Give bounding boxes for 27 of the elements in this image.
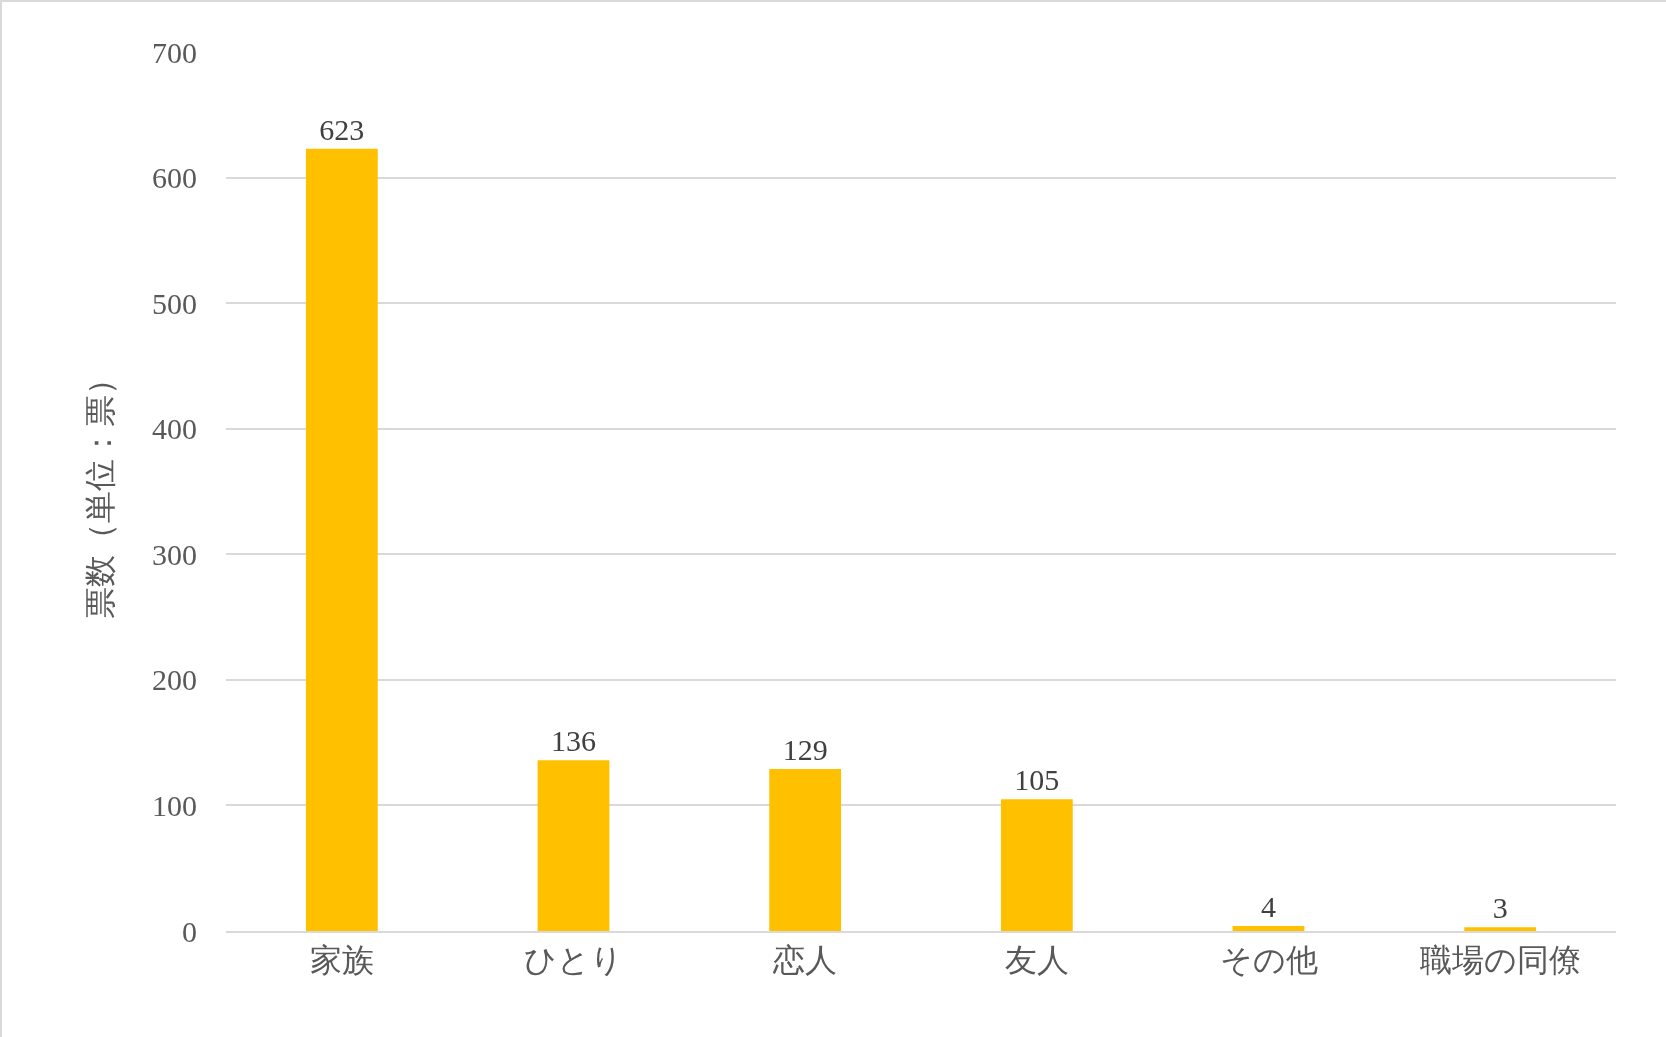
y-tick-label: 0 xyxy=(182,914,197,948)
bar xyxy=(1000,799,1073,931)
y-tick-label: 500 xyxy=(152,286,197,320)
x-tick-label: その他 xyxy=(1219,942,1318,979)
y-tick-label: 300 xyxy=(152,537,197,571)
data-label: 4 xyxy=(1261,889,1276,923)
data-label: 136 xyxy=(551,724,596,758)
bar xyxy=(305,148,378,931)
data-label: 105 xyxy=(1014,763,1060,797)
y-axis-title: 票数（単位：票） xyxy=(82,363,119,620)
bar xyxy=(537,760,610,931)
y-tick-label: 700 xyxy=(152,35,197,69)
y-tick-label: 100 xyxy=(152,788,197,822)
data-label: 129 xyxy=(782,733,828,767)
y-tick-label: 400 xyxy=(152,412,197,446)
bar xyxy=(1464,927,1537,931)
x-tick-label: 恋人 xyxy=(772,942,838,979)
bar xyxy=(1232,925,1305,931)
x-tick-label: 友人 xyxy=(1004,942,1069,979)
x-tick-label: ひとり xyxy=(524,942,623,979)
x-tick-label: 家族 xyxy=(309,942,374,979)
x-tick-label: 職場の同僚 xyxy=(1419,942,1581,979)
data-label: 3 xyxy=(1492,891,1508,925)
y-tick-label: 600 xyxy=(152,161,197,195)
bar xyxy=(769,769,842,931)
data-label: 623 xyxy=(319,112,365,146)
y-tick-label: 200 xyxy=(152,663,197,697)
